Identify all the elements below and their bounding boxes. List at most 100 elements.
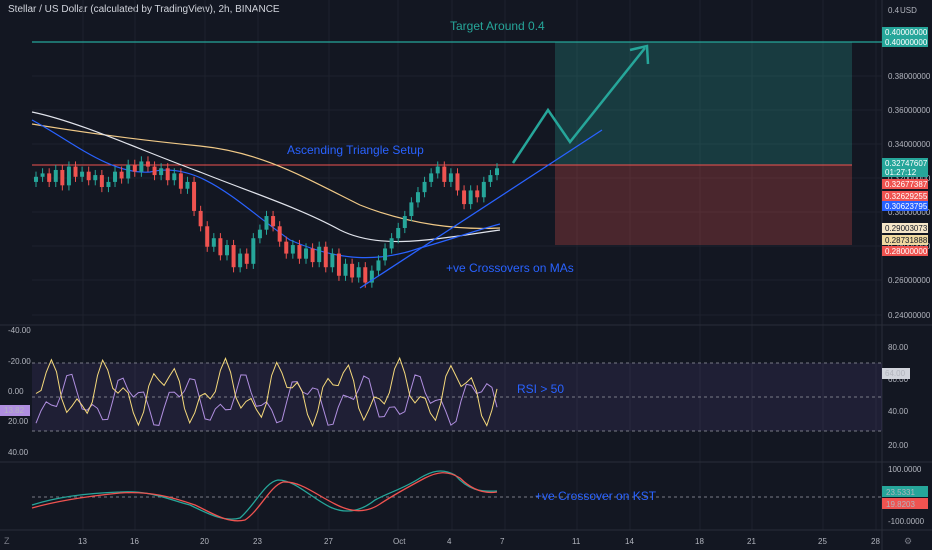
rsi-axis: -40.00 -20.00 0.00 20.00 40.00 80.00 60.00 40.0… bbox=[0, 326, 910, 457]
candle bbox=[145, 156, 150, 172]
time-tick: 7 bbox=[500, 537, 505, 546]
candle bbox=[185, 176, 190, 194]
time-tick: 23 bbox=[253, 537, 262, 546]
svg-text:0.29003073: 0.29003073 bbox=[885, 224, 928, 233]
candle bbox=[106, 176, 111, 193]
candle bbox=[93, 169, 98, 186]
time-tick: Oct bbox=[393, 537, 406, 546]
price-tag: 0.29003073 bbox=[882, 223, 928, 233]
candle bbox=[369, 265, 374, 288]
price-tick: 0.34000000 bbox=[888, 140, 931, 149]
candle bbox=[310, 243, 315, 268]
rsi-right-tick: 80.00 bbox=[888, 343, 909, 352]
candle bbox=[475, 185, 480, 203]
candle bbox=[60, 164, 65, 191]
candle bbox=[415, 187, 420, 208]
svg-text:64.00: 64.00 bbox=[885, 369, 906, 378]
candle bbox=[139, 156, 144, 177]
candle bbox=[53, 164, 58, 188]
candle bbox=[159, 163, 164, 181]
zoom-icon[interactable]: Z bbox=[4, 536, 10, 546]
rsi-left-tick: -40.00 bbox=[8, 326, 31, 335]
candle bbox=[152, 161, 157, 181]
time-tick: 4 bbox=[447, 537, 452, 546]
svg-text:0.32629255: 0.32629255 bbox=[885, 192, 928, 201]
ma-white bbox=[31, 111, 501, 243]
candle bbox=[376, 255, 381, 276]
candle bbox=[231, 239, 236, 273]
candle bbox=[113, 166, 118, 188]
candle bbox=[363, 262, 368, 288]
svg-text:01:27:12: 01:27:12 bbox=[885, 168, 917, 177]
candle bbox=[34, 171, 38, 188]
candle bbox=[396, 222, 401, 244]
ma-annotation: +ve Crossovers on MAs bbox=[446, 261, 574, 275]
time-tick: 21 bbox=[747, 537, 756, 546]
time-tick: 16 bbox=[130, 537, 139, 546]
time-tick: 25 bbox=[818, 537, 827, 546]
candle bbox=[422, 176, 427, 198]
settings-icon[interactable]: ⚙ bbox=[904, 536, 913, 546]
candle bbox=[218, 233, 223, 261]
candle bbox=[350, 258, 355, 283]
time-axis: 13 16 20 23 27 Oct 4 7 11 14 18 21 25 28 bbox=[78, 537, 880, 546]
triangle-annotation: Ascending Triangle Setup bbox=[287, 143, 424, 157]
time-tick: 27 bbox=[324, 537, 333, 546]
price-tag: 0.28000000 bbox=[882, 246, 928, 256]
price-tick: 0.26000000 bbox=[888, 276, 931, 285]
svg-text:23.5331: 23.5331 bbox=[886, 488, 915, 497]
candle bbox=[80, 166, 85, 182]
candle bbox=[317, 241, 322, 268]
candle bbox=[429, 168, 434, 188]
rsi-secondary-line bbox=[35, 356, 498, 428]
price-tag: 0.40000000 bbox=[882, 37, 928, 47]
candle bbox=[336, 248, 341, 281]
price-tags: 0.400000000.400000000.3274760701:27:120.… bbox=[882, 27, 928, 256]
candle bbox=[356, 262, 361, 283]
target-annotation: Target Around 0.4 bbox=[450, 19, 545, 33]
price-tag: 0.32629255 bbox=[882, 191, 928, 201]
candle bbox=[389, 233, 394, 254]
price-tick: 0.36000000 bbox=[888, 106, 931, 115]
svg-text:13.82: 13.82 bbox=[4, 406, 25, 415]
kst-tick: 100.0000 bbox=[888, 465, 922, 474]
candle bbox=[178, 168, 183, 194]
candle bbox=[224, 239, 229, 261]
currency-label: USD bbox=[900, 6, 917, 15]
time-tick: 13 bbox=[78, 537, 87, 546]
rsi-right-tag: 64.00 bbox=[882, 368, 910, 379]
svg-text:0.30623795: 0.30623795 bbox=[885, 202, 928, 211]
candle bbox=[172, 168, 177, 186]
candle bbox=[264, 210, 269, 235]
candle bbox=[119, 166, 124, 184]
kst-signal-line bbox=[31, 472, 498, 522]
rsi-right-tick: 60.00 bbox=[888, 375, 909, 384]
svg-text:0.28000000: 0.28000000 bbox=[885, 247, 928, 256]
candle bbox=[323, 241, 328, 273]
candle bbox=[304, 243, 309, 264]
candle bbox=[198, 205, 203, 232]
candle bbox=[271, 210, 276, 232]
candle bbox=[468, 185, 473, 210]
rsi-right-tick: 40.00 bbox=[888, 407, 909, 416]
chart-title: Stellar / US Dollar (calculated by Tradi… bbox=[8, 4, 280, 15]
kst-tag: 23.5331 bbox=[882, 486, 928, 497]
svg-text:0.32677387: 0.32677387 bbox=[885, 180, 928, 189]
price-tag: 0.32747607 bbox=[882, 158, 928, 168]
price-tag: 0.28731888 bbox=[882, 235, 928, 245]
price-tick: 0.30000000 bbox=[888, 208, 931, 217]
time-tick: 11 bbox=[572, 537, 581, 546]
candle bbox=[495, 163, 499, 181]
candle bbox=[330, 248, 335, 273]
candle bbox=[251, 233, 256, 269]
rsi-right-tick: 20.00 bbox=[888, 441, 909, 450]
kst-tag: 19.8203 bbox=[882, 498, 928, 509]
candle bbox=[409, 197, 414, 222]
rsi-left-tag: 13.82 bbox=[0, 405, 30, 416]
candle bbox=[290, 239, 295, 259]
candles bbox=[34, 156, 499, 288]
candle bbox=[126, 159, 131, 184]
kst-tick: -100.0000 bbox=[888, 517, 925, 526]
